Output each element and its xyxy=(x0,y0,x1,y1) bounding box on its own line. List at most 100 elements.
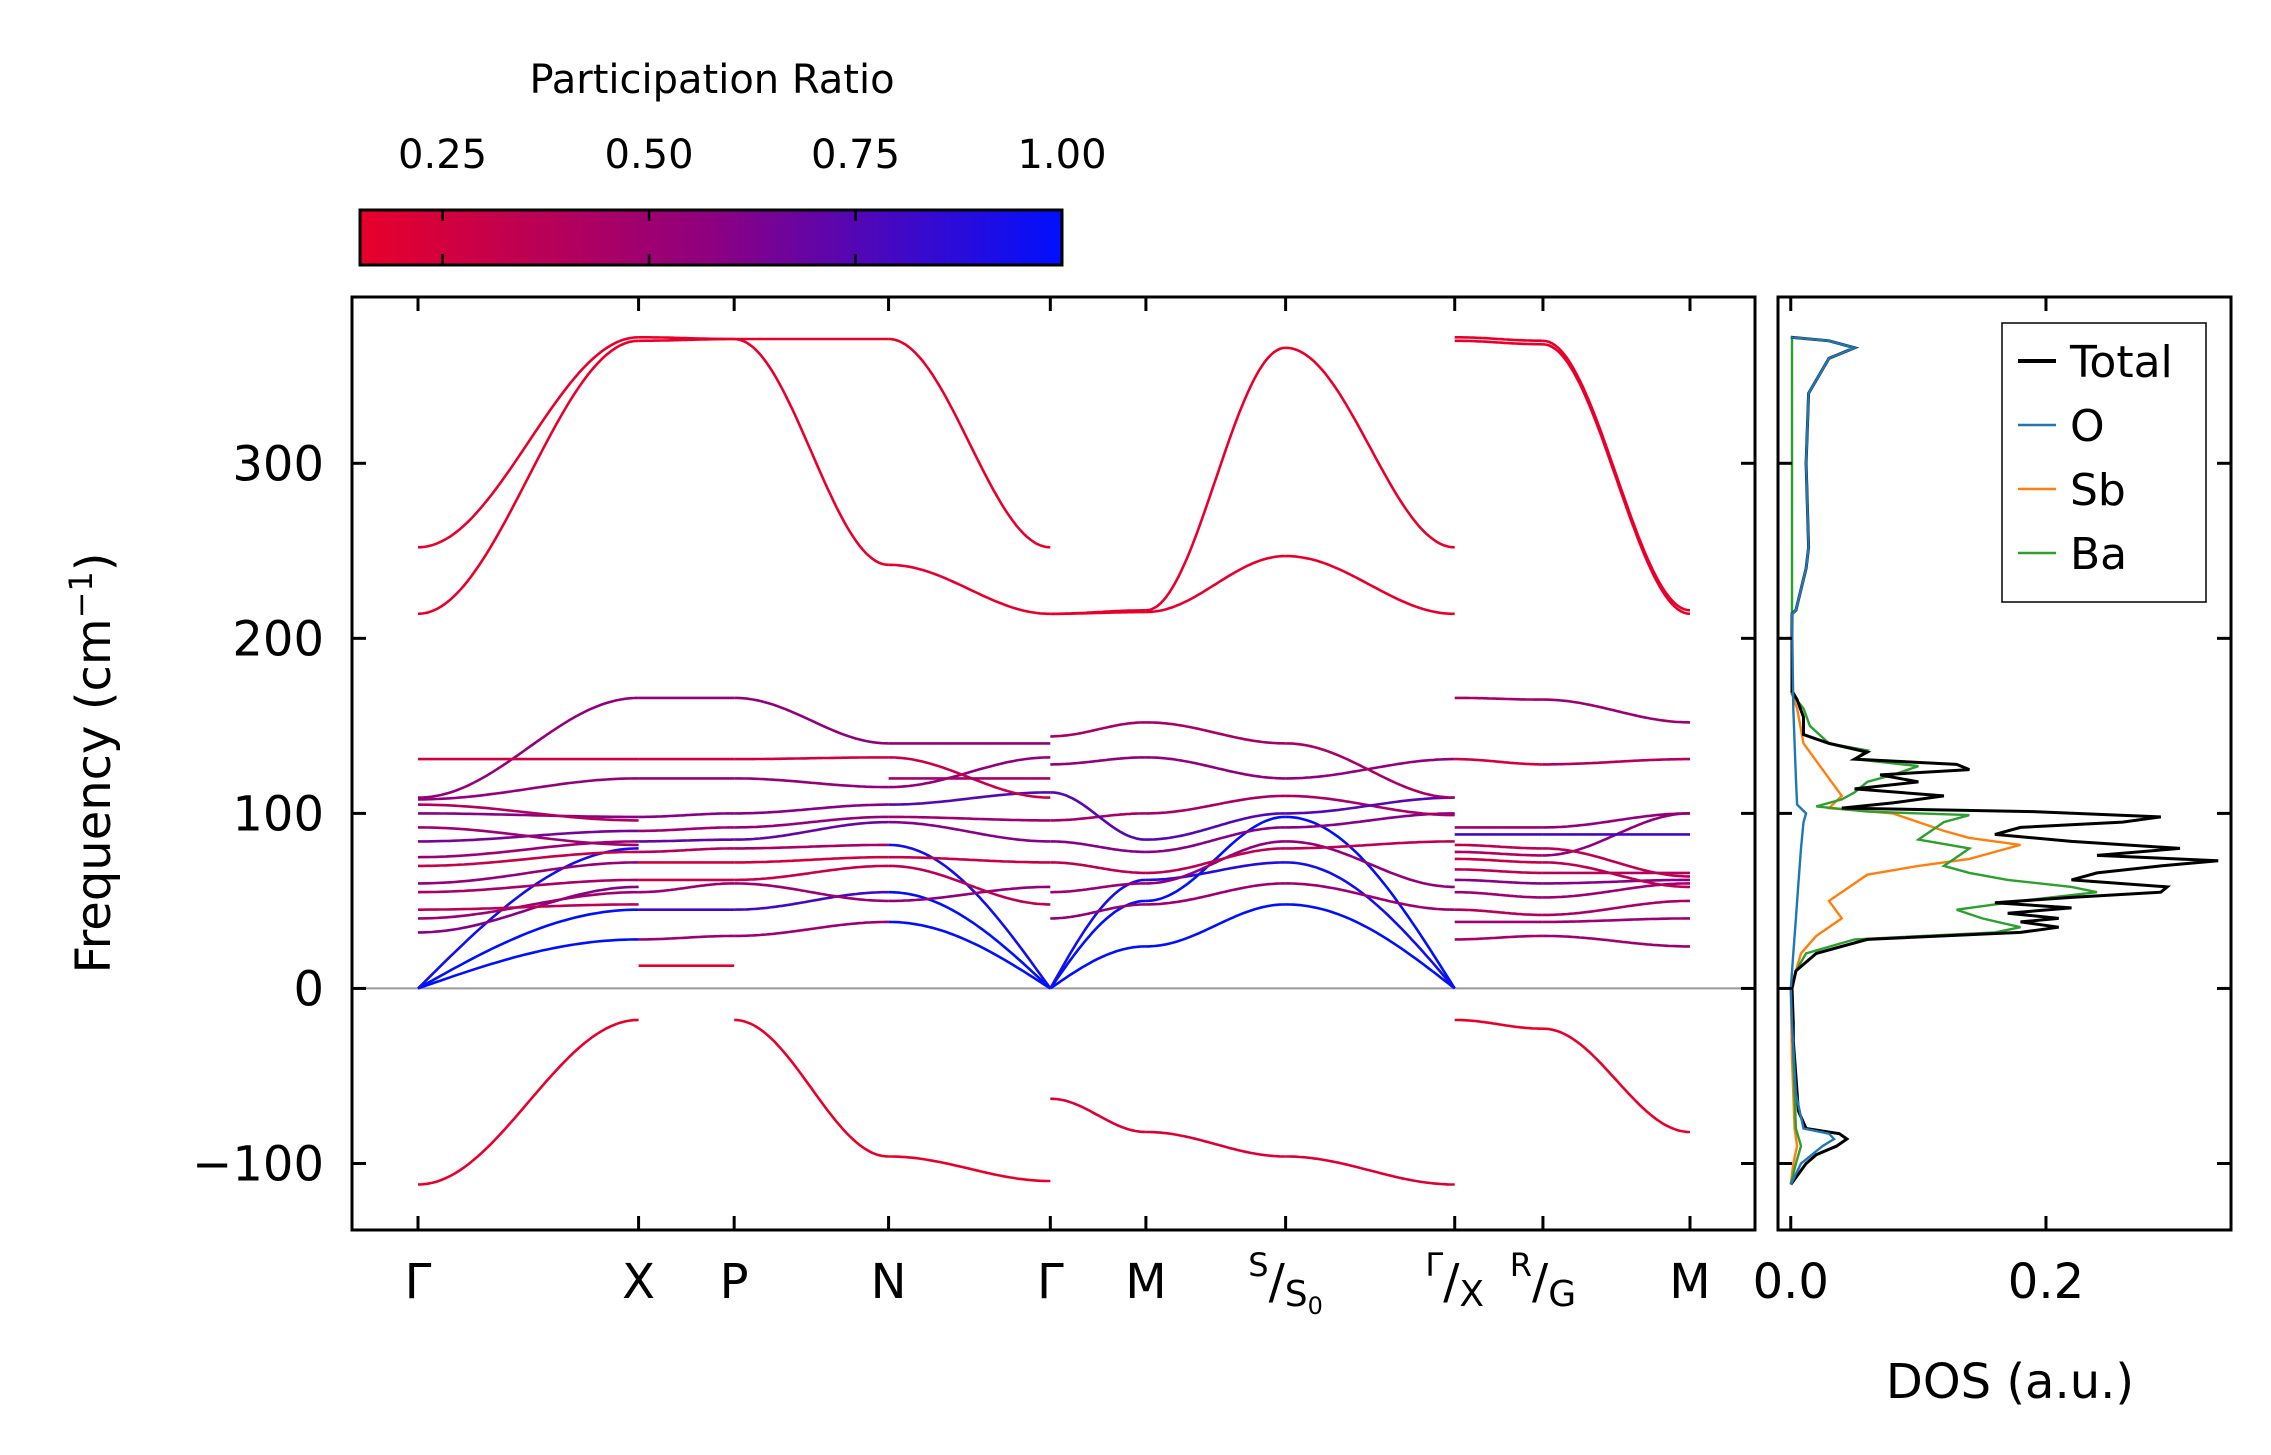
band-structure-panel: −100 0 100 200 300 Γ X P N Γ M S/S0 Γ/X R/G M Frequenc… xyxy=(62,295,1757,1320)
phonon-band xyxy=(1145,794,1286,815)
phonon-band xyxy=(888,820,1051,843)
phonon-band xyxy=(417,938,639,990)
phonon-band xyxy=(1145,815,1286,903)
phonon-band xyxy=(638,336,735,341)
phonon-band xyxy=(418,777,639,801)
phonon-band xyxy=(417,908,639,990)
phonon-band xyxy=(1542,934,1690,948)
phonon-band xyxy=(418,885,639,934)
phonon-band xyxy=(1285,840,1455,889)
phonon-band xyxy=(734,803,889,815)
phonon-band xyxy=(1145,1130,1286,1158)
q-point-label: P xyxy=(720,1254,749,1310)
legend-label: Total xyxy=(2069,337,2173,388)
dos-legend: Total O Sb Ba xyxy=(2001,322,2207,603)
phonon-band xyxy=(1050,756,1146,766)
phonon-band xyxy=(1454,878,1543,885)
phonon-band xyxy=(417,1018,639,1186)
phonon-band xyxy=(1454,339,1543,346)
phonon-band xyxy=(734,756,889,761)
colorbar-title: Participation Ratio xyxy=(529,57,894,103)
phonon-band xyxy=(888,337,1051,549)
phonon-band xyxy=(1145,847,1286,875)
y-tick-label: 300 xyxy=(232,436,324,492)
dos-axes-frame xyxy=(1776,295,2233,1232)
phonon-band xyxy=(418,812,639,819)
phonon-band xyxy=(1542,1027,1691,1134)
colorbar-tick-label: 0.50 xyxy=(605,132,694,178)
colorbar-tick-label: 0.75 xyxy=(811,132,900,178)
phonon-band xyxy=(1285,840,1455,850)
phonon-band xyxy=(1050,882,1146,894)
phonon-band xyxy=(1145,861,1286,882)
phonon-band xyxy=(734,920,889,938)
phonon-band xyxy=(734,815,889,829)
dos-x-tick-label: 0.0 xyxy=(1753,1254,1829,1310)
phonon-band xyxy=(1454,843,1543,850)
phonon-band xyxy=(638,838,735,843)
phonon-band xyxy=(1454,857,1543,864)
phonon-band xyxy=(1454,850,1543,857)
phonon-band xyxy=(734,696,889,745)
phonon-band xyxy=(1145,826,1286,854)
phonon-band xyxy=(734,777,889,789)
band-y-axis-label: Frequency (cm−1) xyxy=(62,552,122,973)
dos-lines xyxy=(1789,335,2219,1186)
phonon-band xyxy=(1050,791,1146,841)
phonon-band xyxy=(888,756,1051,789)
legend-label: O xyxy=(2070,401,2105,452)
phonon-band xyxy=(638,812,735,819)
phonon-band xyxy=(888,890,1052,990)
phonon-band xyxy=(1454,868,1543,875)
phonon-band xyxy=(1049,899,1146,990)
phonon-band xyxy=(1145,882,1286,906)
y-tick-label: 200 xyxy=(232,611,324,667)
colorbar-tick-label: 1.00 xyxy=(1017,132,1106,178)
phonon-band xyxy=(417,803,639,822)
phonon-band xyxy=(888,791,1051,806)
phonon-band xyxy=(1542,812,1690,829)
y-tick-label: 0 xyxy=(293,961,324,1017)
phonon-band xyxy=(1285,757,1455,780)
phonon-band xyxy=(638,934,735,941)
phonon-band xyxy=(888,843,1052,990)
phonon-band xyxy=(888,815,1051,822)
phonon-band xyxy=(734,337,889,567)
phonon-band xyxy=(1050,609,1146,616)
phonon-band xyxy=(1285,861,1456,990)
legend-label: Sb xyxy=(2070,465,2126,516)
phonon-band xyxy=(734,864,889,882)
colorbar-tick-label: 0.25 xyxy=(398,132,487,178)
phonon-band xyxy=(418,861,639,885)
phonon-band xyxy=(418,903,639,911)
phonon-band xyxy=(734,890,889,911)
phonon-band xyxy=(1454,890,1543,899)
y-tick-label: −100 xyxy=(192,1136,324,1192)
phonon-band xyxy=(1049,878,1146,990)
phonon-band xyxy=(1050,903,1146,920)
q-point-label: M xyxy=(1125,1254,1166,1310)
q-point-label: Γ xyxy=(1037,1254,1064,1310)
phonon-band xyxy=(1145,721,1286,745)
q-point-label: M xyxy=(1669,1254,1710,1310)
phonon-band xyxy=(1145,756,1286,780)
phonon-band xyxy=(1285,882,1455,911)
phonon-band xyxy=(734,843,889,850)
phonon-band xyxy=(1050,861,1146,875)
phonon-band xyxy=(418,850,639,868)
phonon-band xyxy=(888,563,1051,616)
phonon-band xyxy=(734,855,889,864)
phonon-band xyxy=(1050,1097,1146,1134)
phonon-band xyxy=(888,855,1051,864)
phonon-band xyxy=(1542,899,1690,917)
phonon-band xyxy=(734,1018,889,1158)
phonon-band xyxy=(418,826,639,847)
phonon-band xyxy=(734,820,889,841)
phonon-band xyxy=(1050,721,1146,738)
phonon-band xyxy=(888,885,1051,903)
colorbar: Participation Ratio 0.25 0.50 0.75 1.00 xyxy=(358,57,1107,267)
phonon-band xyxy=(1285,903,1456,990)
dos-series-o xyxy=(1789,336,1859,1186)
phonon-band xyxy=(1542,861,1690,889)
